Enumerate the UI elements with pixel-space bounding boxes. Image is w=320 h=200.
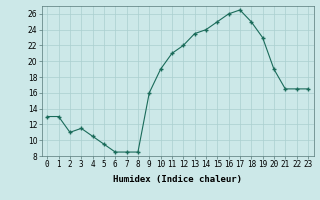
X-axis label: Humidex (Indice chaleur): Humidex (Indice chaleur) xyxy=(113,175,242,184)
